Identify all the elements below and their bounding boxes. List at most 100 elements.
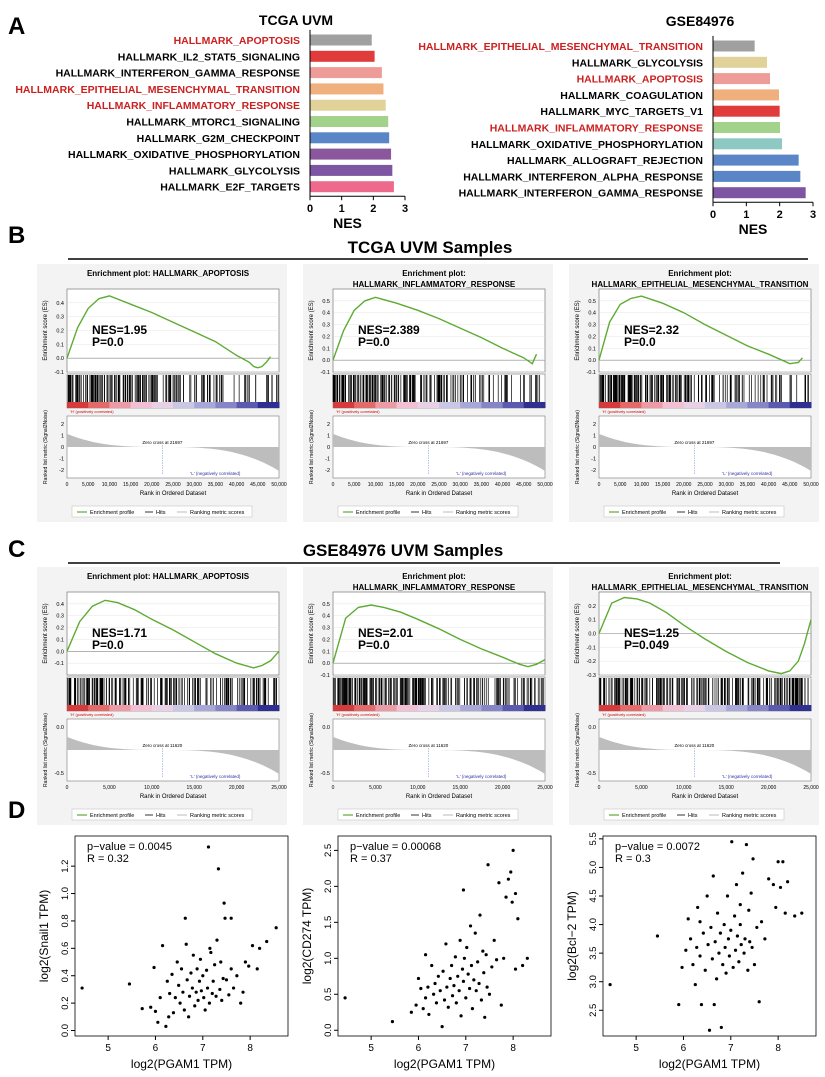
es-tick-label: -0.1 [55,661,64,667]
y-tick-label: 0.0 [60,1024,71,1037]
es-tick-label: 0.4 [322,614,330,620]
data-point [742,951,746,955]
es-tick-label: 0.0 [56,649,64,655]
data-point [221,976,225,981]
data-point [776,860,780,864]
data-point [705,894,709,898]
es-axis-label: Enrichment score (ES) [43,603,49,663]
rank-tick-label: 20,000 [761,785,777,791]
data-point [216,867,221,871]
data-point [732,914,737,918]
data-point [438,989,442,993]
category-label: HALLMARK_COAGULATION [560,90,703,102]
legend-metric-label: Ranking metric scores [722,510,777,516]
rank-gradient-segment [726,705,748,711]
bar [713,40,755,52]
data-point [258,946,262,950]
metric-axis-label: Ranked list metric (Signal2Noise) [575,410,581,484]
data-point [247,964,251,968]
rank-tick-label: 5,000 [103,785,116,791]
rank-tick-label: 0 [332,482,335,488]
data-point [699,1002,704,1007]
rank-gradient-segment [88,402,110,408]
data-point [749,891,753,895]
rank-gradient-segment [662,402,685,408]
x-tick-label: 2 [777,209,783,221]
rank-gradient-segment [354,402,376,408]
positive-label: 'H' (positively correlated) [602,712,646,717]
zero-cross-label: Zero cross at 11620 [143,743,183,748]
es-tick-label: 0.1 [322,649,330,655]
positive-label: 'H' (positively correlated) [70,712,114,717]
data-point [265,939,269,944]
data-point [521,963,525,968]
pvalue-label: P=0.0 [358,335,390,349]
rank-tick-label: 15,000 [719,785,735,791]
data-point [476,960,480,964]
data-point [452,984,456,988]
gsea-plot: Enrichment plot: HALLMARK_INFLAMMATORY_RE… [303,264,553,522]
data-point [492,938,496,942]
metric-tick-label: 1 [327,434,330,440]
es-tick-label: 0.5 [588,299,596,305]
rank-gradient-segment [599,402,621,408]
data-point [477,981,481,986]
y-axis-label: log2(Bcl−2 TPM) [565,891,579,980]
bar [713,138,782,150]
data-point [746,968,750,972]
bar-chart-tcga: TCGA UVM HALLMARK_APOPTOSIS HALLMARK_IL2_S… [15,12,408,231]
data-point [738,922,742,927]
es-tick-label: -0.1 [587,370,596,376]
data-point [179,967,184,971]
data-point [718,931,722,935]
data-point [211,979,215,983]
pvalue-annotation: p−value = 0.0072 [615,841,700,853]
rank-tick-label: 0 [598,482,601,488]
data-point [688,937,693,941]
metric-tick-label: 0.0 [56,725,64,731]
data-point [502,956,506,960]
bar [310,83,384,95]
rank-tick-label: 30,000 [719,482,735,488]
rank-tick-label: 50,000 [803,482,819,488]
data-point [751,857,755,861]
rank-gradient-segment [236,402,259,408]
data-point [231,986,236,990]
data-point [187,1015,191,1019]
data-point [459,1014,463,1018]
rank-gradient-segment [173,705,195,711]
data-point [219,960,223,964]
x-tick-label: 6 [416,1043,422,1054]
rank-gradient-segment [768,402,791,408]
plot-title: Enrichment plot: HALLMARK_APOPTOSIS [87,572,250,581]
rank-tick-label: 20,000 [229,785,245,791]
data-point [170,972,174,976]
data-point [461,979,466,983]
data-point [214,994,218,998]
y-axis-label: log2(Snail1 TPM) [37,890,51,982]
data-point [504,895,508,899]
data-point [698,920,702,924]
rank-gradient-segment [481,705,504,711]
rank-tick-label: 20,000 [144,482,160,488]
data-point [241,990,245,994]
rank-gradient-segment [396,705,419,711]
es-tick-label: 0.4 [56,301,64,307]
category-label: HALLMARK_EPITHELIAL_MESENCHYMAL_TRANSITI… [418,41,703,53]
data-point [196,998,200,1002]
rank-tick-label: 0 [66,785,69,791]
data-point [469,963,474,968]
y-tick-label: 5.5 [588,832,599,845]
data-point [215,938,219,942]
data-point [724,971,728,975]
data-point [509,870,513,874]
data-point [703,968,707,972]
es-tick-label: 0.2 [588,604,596,610]
bar [713,73,770,85]
data-point [460,967,465,971]
data-point [483,1015,487,1019]
data-point [448,976,452,981]
data-point [800,911,804,915]
rank-tick-label: 25,000 [803,785,819,791]
rank-axis-label: Rank in Ordered Dataset [672,491,739,497]
